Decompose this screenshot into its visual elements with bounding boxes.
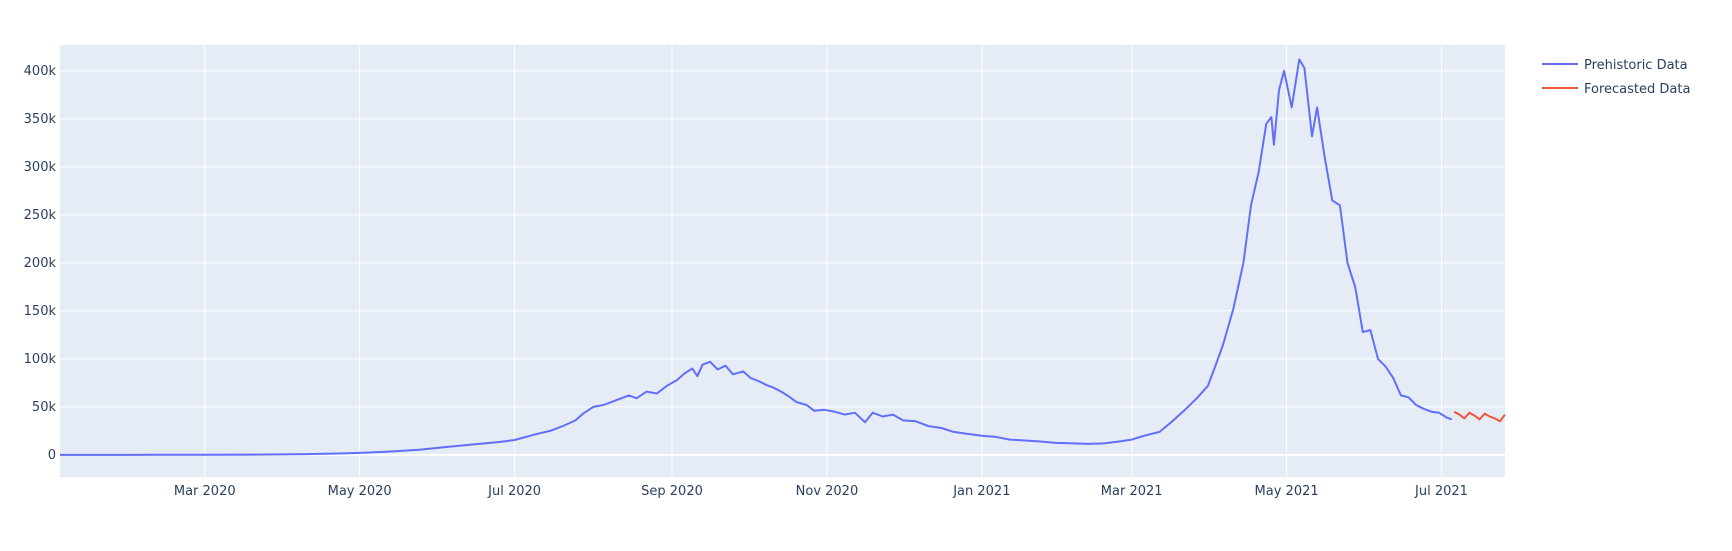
x-tick-label: May 2020 <box>328 484 392 499</box>
x-tick-label: Sep 2020 <box>641 484 703 499</box>
y-tick-label: 350k <box>24 112 57 127</box>
plot-area <box>60 45 1505 477</box>
x-tick-label: Jul 2021 <box>1414 484 1468 499</box>
x-tick-label: Mar 2020 <box>174 484 236 499</box>
legend: Prehistoric Data Forecasted Data <box>1542 58 1690 97</box>
y-tick-label: 0 <box>48 448 56 463</box>
y-tick-label: 50k <box>32 400 57 415</box>
y-tick-label: 100k <box>24 352 57 367</box>
legend-label-forecasted: Forecasted Data <box>1584 82 1690 97</box>
x-tick-label: Nov 2020 <box>796 484 859 499</box>
y-tick-label: 150k <box>24 304 57 319</box>
series-line-prehistoric <box>60 58 1453 456</box>
y-axis-ticks: 0 50k 100k 150k 200k 250k 300k 350k 400k <box>24 64 57 463</box>
legend-label-prehistoric: Prehistoric Data <box>1584 58 1688 73</box>
x-tick-label: May 2021 <box>1255 484 1319 499</box>
x-tick-label: Jan 2021 <box>952 484 1010 499</box>
x-axis-ticks: Mar 2020 May 2020 Jul 2020 Sep 2020 Nov 2020… <box>174 484 1468 499</box>
y-tick-label: 300k <box>24 160 57 175</box>
y-tick-label: 400k <box>24 64 57 79</box>
y-tick-label: 200k <box>24 256 57 271</box>
y-tick-label: 250k <box>24 208 57 223</box>
x-tick-label: Mar 2021 <box>1101 484 1163 499</box>
grid-lines <box>60 45 1505 477</box>
series-lines <box>60 58 1506 456</box>
series-line-forecasted <box>1453 410 1506 423</box>
x-tick-label: Jul 2020 <box>487 484 541 499</box>
